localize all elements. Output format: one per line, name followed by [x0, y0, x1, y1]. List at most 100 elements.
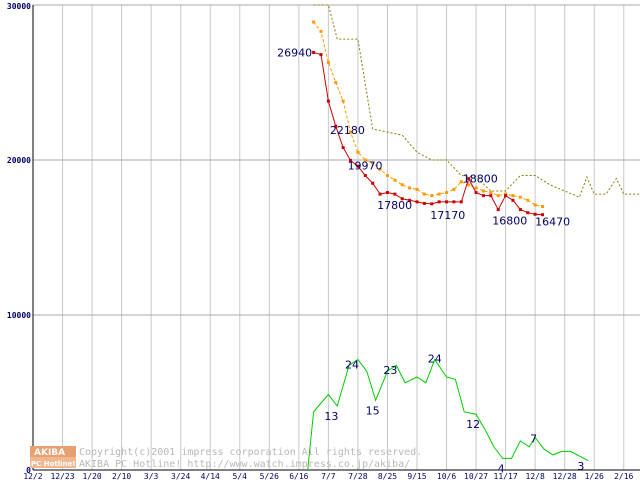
point-marker-price-avg	[356, 150, 360, 154]
point-marker-price-avg	[474, 186, 478, 190]
logo-badge-bottom	[30, 457, 76, 468]
x-tick-label: 1/20	[82, 472, 101, 480]
price-data-label: 26940	[277, 46, 312, 59]
point-marker-price-avg	[541, 205, 545, 208]
data-label-group: 26940 22180 19970 17800 17170 18800 16800 16470…	[277, 46, 584, 475]
price-data-label: 16470	[535, 216, 570, 229]
point-marker-price-avg	[378, 167, 382, 171]
count-data-label: 3	[577, 460, 584, 473]
point-marker-price-min	[393, 192, 397, 196]
series-line-price-max	[313, 4, 640, 198]
point-marker-price-min	[430, 202, 434, 206]
point-marker-price-avg	[526, 198, 530, 202]
point-marker-price-avg	[422, 192, 426, 196]
point-marker-price-avg	[459, 180, 463, 184]
point-marker-price-avg	[385, 174, 389, 177]
x-tick-label: 1/26	[585, 472, 604, 480]
point-marker-price-min	[422, 201, 426, 205]
point-marker-price-avg	[533, 203, 537, 207]
x-tick-label: 11/17	[494, 472, 518, 480]
point-marker-price-avg	[496, 194, 500, 198]
count-data-label: 13	[324, 410, 338, 423]
count-data-label: 24	[345, 358, 359, 371]
y-tick-label: 0	[26, 466, 31, 475]
x-tick-label: 12/23	[50, 472, 74, 480]
point-marker-price-min	[312, 50, 316, 54]
point-marker-price-min	[385, 191, 389, 195]
price-data-label: 16800	[492, 215, 527, 228]
x-tick-label: 7/7	[321, 472, 336, 480]
point-marker-price-avg	[341, 99, 345, 103]
x-tick-label: 3/24	[171, 472, 190, 480]
site-url-text: AKIBA PC Hotline! http://www.watch.impre…	[79, 459, 410, 470]
count-data-label: 4	[498, 462, 505, 475]
point-marker-price-avg	[504, 192, 508, 196]
point-marker-price-min	[496, 208, 500, 212]
price-data-label: 19970	[348, 159, 383, 172]
point-marker-price-avg	[489, 191, 493, 195]
point-marker-price-avg	[312, 20, 316, 24]
point-marker-price-min	[467, 177, 471, 181]
x-tick-label: 4/14	[201, 472, 220, 480]
logo-text-top: AKIBA	[34, 448, 65, 458]
point-marker-price-avg	[430, 194, 434, 198]
point-marker-price-min	[489, 194, 493, 198]
x-axis: 12/2 12/23 1/20 2/10 3/3 3/24 4/14 5/4 5/26 6/16 7…	[23, 472, 633, 480]
copyright-text: Copyright(c)2001 impress corporation All…	[79, 447, 422, 458]
point-marker-price-min	[400, 197, 404, 201]
x-tick-label: 3/3	[144, 472, 159, 480]
y-tick-label: 20000	[7, 156, 31, 165]
x-tick-label: 2/16	[614, 472, 633, 480]
x-tick-label: 10/6	[437, 472, 456, 480]
point-marker-price-min	[511, 198, 515, 202]
x-tick-label: 8/25	[378, 472, 397, 480]
point-marker-price-min	[326, 99, 330, 103]
point-marker-price-min	[445, 200, 449, 204]
point-marker-price-min	[459, 200, 463, 204]
series-group	[307, 4, 640, 471]
y-axis: 30000 20000 10000 0	[7, 2, 34, 475]
point-marker-price-min	[504, 194, 508, 198]
x-tick-label: 6/16	[289, 472, 308, 480]
point-marker-price-avg	[511, 194, 515, 198]
point-marker-price-min	[518, 208, 522, 212]
point-marker-price-avg	[415, 187, 419, 191]
x-tick-label: 7/28	[348, 472, 367, 480]
price-data-label: 17170	[430, 209, 465, 222]
point-marker-price-avg	[319, 29, 323, 33]
point-marker-price-min	[541, 213, 545, 217]
count-data-label: 23	[383, 364, 397, 377]
point-marker-price-min	[341, 146, 345, 150]
y-tick-label: 30000	[7, 2, 31, 11]
point-marker-price-avg	[452, 187, 456, 191]
point-marker-price-avg	[408, 186, 412, 190]
copyright-block: AKIBA PC Hotline! Copyright(c)2001 impre…	[30, 446, 422, 470]
point-marker-price-avg	[349, 130, 353, 134]
series-line-shop-count	[307, 358, 589, 471]
price-data-label: 22180	[330, 124, 365, 137]
point-marker-price-min	[526, 211, 530, 215]
count-data-label: 7	[530, 432, 537, 445]
x-tick-label: 9/15	[407, 472, 426, 480]
point-marker-price-min	[334, 124, 338, 128]
point-marker-price-min	[533, 212, 537, 216]
x-tick-label: 12/8	[526, 472, 545, 480]
logo-badge-top	[30, 446, 76, 457]
point-marker-price-avg	[445, 191, 449, 195]
point-marker-price-avg	[393, 178, 397, 182]
price-data-label: 18800	[463, 173, 498, 186]
point-marker-price-avg	[518, 195, 522, 199]
x-tick-label: 2/10	[112, 472, 131, 480]
point-marker-price-min	[408, 198, 412, 202]
point-marker-price-min	[452, 200, 456, 204]
x-tick-label: 12/28	[553, 472, 577, 480]
point-marker-price-avg	[326, 60, 330, 64]
logo-text-bottom: PC Hotline!	[31, 460, 75, 468]
point-marker-price-min	[437, 200, 441, 204]
point-marker-price-avg	[400, 183, 404, 187]
point-marker-price-min	[378, 192, 382, 196]
point-marker-price-avg	[371, 161, 375, 165]
price-data-label: 17800	[377, 199, 412, 212]
x-tick-label: 5/4	[233, 472, 248, 480]
